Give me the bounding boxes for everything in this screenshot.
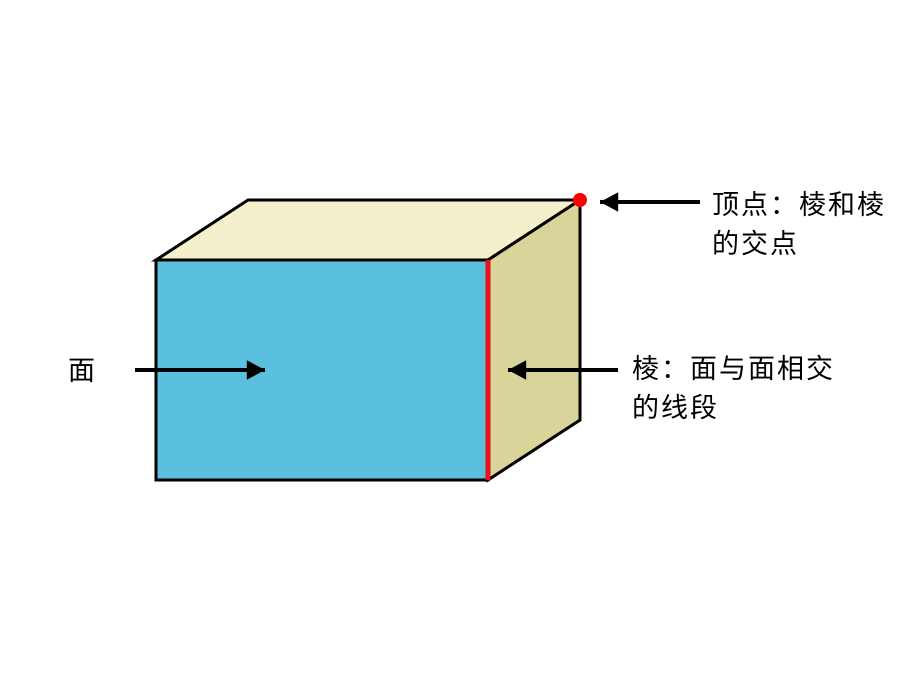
edge-label: 棱：面与面相交 的线段 <box>632 350 835 428</box>
vertex-label: 顶点：棱和棱 的交点 <box>712 186 886 264</box>
cuboid-diagram: 面 顶点：棱和棱 的交点 棱：面与面相交 的线段 <box>0 0 920 690</box>
diagram-svg <box>0 0 920 690</box>
face-label: 面 <box>68 352 97 391</box>
highlighted-vertex <box>573 193 587 207</box>
vertex-arrow-head <box>600 192 618 212</box>
